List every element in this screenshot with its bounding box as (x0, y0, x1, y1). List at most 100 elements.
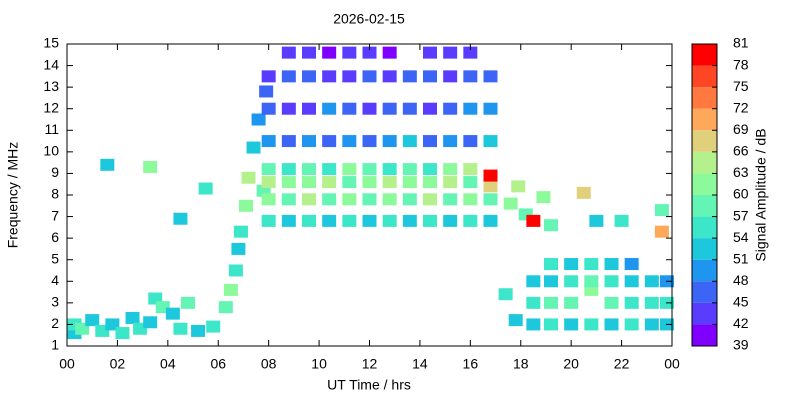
heatmap-cell (261, 102, 276, 115)
heatmap-cell (231, 242, 246, 255)
colorbar-tick-label: 69 (733, 121, 749, 137)
heatmap-cell (261, 70, 276, 83)
heatmap-cell (322, 46, 337, 59)
heatmap-cell (302, 163, 316, 176)
y-tick-label: 9 (51, 164, 59, 180)
colorbar-tick-label: 81 (733, 35, 749, 51)
heatmap-cell (564, 296, 579, 309)
colorbar-tick-label: 78 (733, 56, 749, 72)
heatmap-cell (382, 70, 397, 83)
heatmap-cell (402, 102, 417, 115)
heatmap-cell (342, 70, 357, 83)
heatmap-cell (544, 296, 558, 309)
y-tick-label: 13 (43, 78, 59, 94)
colorbar-tick-label: 63 (733, 164, 749, 180)
heatmap-cell (654, 204, 669, 217)
heatmap-cell (362, 193, 377, 206)
heatmap-cell (251, 113, 266, 126)
heatmap-cell (362, 214, 377, 227)
heatmap-cell (402, 70, 417, 83)
heatmap-cell (483, 169, 498, 182)
x-tick-label: 16 (463, 356, 479, 372)
heatmap-cell (322, 135, 337, 148)
heatmap-cell (143, 160, 158, 173)
x-tick-label: 22 (614, 356, 630, 372)
heatmap-cell (100, 158, 115, 171)
heatmap-cell (246, 141, 261, 154)
x-tick-label: 02 (110, 356, 126, 372)
heatmap-cell (223, 283, 238, 296)
colorbar-band (692, 108, 717, 131)
heatmap-cell (423, 193, 437, 206)
heatmap-cell (191, 324, 206, 337)
x-tick-label: 06 (210, 356, 226, 372)
colorbar-tick-label: 48 (733, 272, 749, 288)
heatmap-cell (281, 214, 296, 227)
heatmap-cell (624, 318, 639, 331)
heatmap-cell (584, 258, 599, 271)
heatmap-cell (604, 296, 619, 309)
colorbar-tick-label: 54 (733, 229, 749, 245)
colorbar-band (692, 87, 717, 109)
heatmap-cell (604, 258, 619, 271)
heatmap-cell (362, 176, 377, 189)
heatmap-cell (261, 135, 276, 148)
heatmap-cell (463, 135, 478, 148)
colorbar-tick-label: 39 (733, 337, 749, 353)
colorbar-tick-label: 57 (733, 207, 749, 223)
colorbar-band (692, 238, 717, 260)
heatmap-cell (624, 258, 639, 271)
heatmap-cell (526, 318, 541, 331)
heatmap-cell (281, 176, 296, 189)
heatmap-cell (483, 214, 498, 227)
heatmap-cell (483, 102, 498, 115)
heatmap-cell (165, 307, 180, 320)
heatmap-cell (302, 102, 316, 115)
heatmap-cell (423, 70, 437, 83)
y-axis-label: Frequency / MHz (5, 142, 21, 249)
heatmap-cell (342, 193, 357, 206)
heatmap-cell (443, 193, 458, 206)
colorbar-tick-label: 75 (733, 78, 749, 94)
colorbar-tick-label: 72 (733, 99, 749, 115)
heatmap-cell (526, 275, 541, 288)
y-tick-label: 1 (51, 337, 59, 353)
heatmap-cell (526, 296, 541, 309)
colorbar-band (692, 130, 717, 152)
x-tick-label: 20 (563, 356, 579, 372)
y-tick-label: 4 (51, 272, 59, 288)
heatmap-cell (281, 193, 296, 206)
heatmap-cell (443, 214, 458, 227)
heatmap-cell (463, 46, 478, 59)
heatmap-cell (463, 193, 478, 206)
colorbar-tick-label: 42 (733, 315, 749, 331)
heatmap-cell (463, 176, 478, 189)
heatmap-cell (382, 214, 397, 227)
heatmap-cell (322, 214, 337, 227)
heatmap-cell (536, 191, 551, 204)
heatmap-cell (644, 296, 659, 309)
heatmap-cell (402, 193, 417, 206)
heatmap-cell (281, 70, 296, 83)
heatmap-cell (584, 275, 599, 288)
x-tick-label: 12 (362, 356, 378, 372)
heatmap-cell (508, 314, 523, 327)
heatmap-cell (115, 327, 130, 340)
heatmap-cell (281, 102, 296, 115)
heatmap-cell (644, 275, 659, 288)
y-tick-label: 2 (51, 315, 59, 331)
heatmap-cell (382, 176, 397, 189)
heatmap-cell (342, 135, 357, 148)
heatmap-cell (181, 296, 195, 309)
y-tick-label: 10 (43, 143, 59, 159)
heatmap-cell (402, 176, 417, 189)
x-tick-label: 00 (59, 356, 75, 372)
heatmap-cell (302, 70, 316, 83)
heatmap-cell (342, 163, 357, 176)
heatmap-cell (261, 176, 276, 189)
heatmap-cell (382, 163, 397, 176)
heatmap-cell (125, 311, 140, 324)
heatmap-cell (423, 135, 437, 148)
heatmap-cell (443, 70, 458, 83)
heatmap-cell (576, 186, 591, 199)
